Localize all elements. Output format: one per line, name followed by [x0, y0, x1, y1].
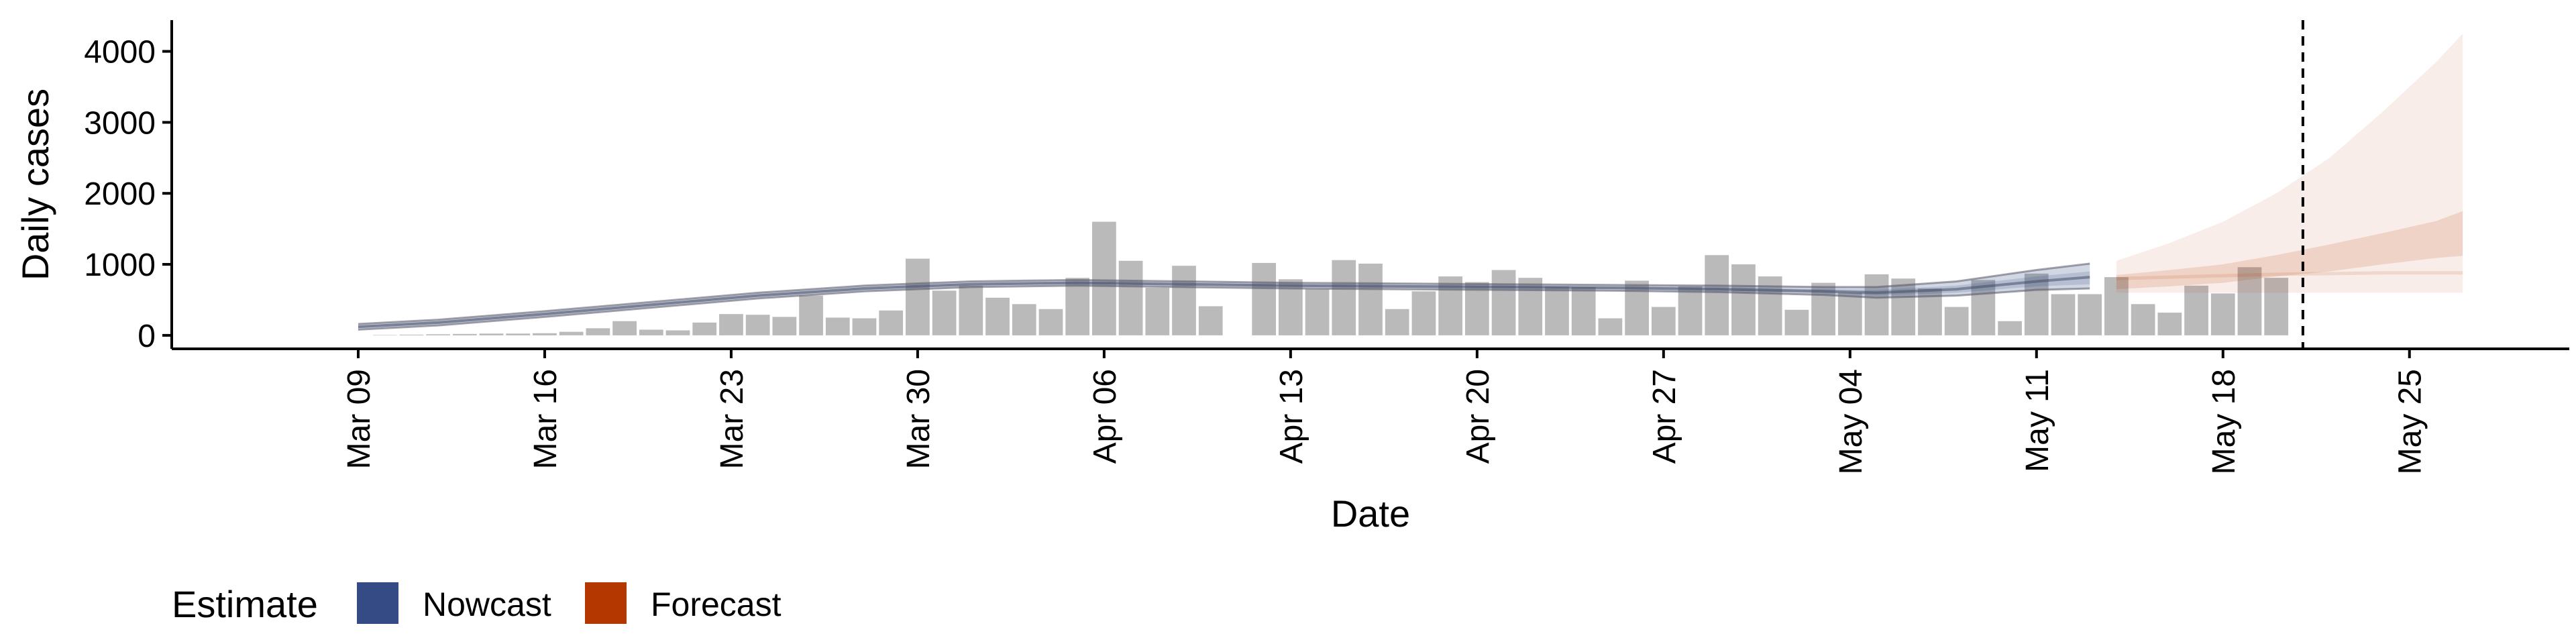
reported-cases-bar	[1598, 318, 1623, 335]
x-tick-label: May 18	[2206, 369, 2242, 474]
reported-cases-bar	[1145, 287, 1170, 335]
reported-cases-bar	[1092, 221, 1116, 335]
reported-cases-bar	[1545, 286, 1569, 335]
reported-cases-bar	[1651, 307, 1676, 335]
reported-cases-bar	[692, 322, 717, 335]
reported-cases-bar	[2264, 278, 2289, 335]
reported-cases-bar	[612, 321, 637, 335]
reported-cases-bar	[586, 328, 610, 335]
reported-cases-bar	[2024, 273, 2049, 335]
x-axis-ticks: Mar 09 Mar 16 Mar 23 Mar 30 Apr 06 Apr 13 Apr …	[341, 349, 2428, 474]
reported-cases-bar	[1731, 264, 1756, 335]
reported-cases-bar	[452, 333, 477, 335]
x-tick-label: May 04	[1833, 369, 1869, 474]
reported-cases-bar	[2078, 294, 2102, 335]
legend: Estimate Nowcast Forecast	[172, 582, 782, 625]
reported-cases-bar	[533, 333, 557, 335]
reported-cases-bar	[852, 318, 877, 335]
x-axis-title: Date	[1331, 492, 1410, 535]
x-tick-label: Mar 16	[528, 369, 564, 469]
legend-swatch-forecast	[585, 582, 627, 624]
reported-cases-bar	[1971, 280, 1996, 335]
reported-cases-bar	[2210, 293, 2235, 335]
reported-cases-bar	[1198, 306, 1223, 335]
reported-cases-bar	[799, 295, 823, 335]
reported-cases-bar	[932, 290, 957, 335]
forecast-band-50	[2116, 211, 2463, 290]
reported-cases-bar	[719, 314, 743, 335]
reported-cases-bar	[1038, 309, 1063, 335]
reported-cases-bar	[1172, 266, 1196, 335]
reported-cases-bar	[2131, 304, 2155, 335]
reported-cases-bar	[1625, 280, 1649, 335]
reported-cases-bar	[2237, 267, 2262, 335]
reported-cases-bar	[2184, 285, 2208, 335]
reported-cases-bar	[2157, 313, 2182, 335]
nowcast-median-line	[358, 276, 2090, 329]
reported-cases-bar	[1012, 304, 1036, 335]
reported-cases-bar	[559, 331, 584, 335]
reported-cases-bar	[1837, 292, 1862, 335]
x-tick-label: Apr 06	[1087, 369, 1123, 464]
reported-cases-bar	[772, 317, 797, 335]
reported-cases-bar	[985, 297, 1010, 335]
reported-cases-bar	[1705, 255, 1729, 335]
reported-cases-bar	[1332, 260, 1356, 335]
x-tick-label: Apr 13	[1274, 369, 1309, 464]
y-tick-label: 4000	[84, 35, 156, 70]
x-tick-label: Apr 20	[1460, 369, 1496, 464]
legend-swatch-nowcast	[357, 582, 398, 624]
reported-cases-bar	[1571, 286, 1596, 335]
y-tick-label: 3000	[84, 105, 156, 141]
reported-cases-bar	[1065, 278, 1090, 335]
y-tick-label: 0	[138, 319, 156, 354]
reported-cases-bar	[479, 333, 504, 335]
reported-cases-bar	[426, 334, 450, 335]
legend-label-nowcast: Nowcast	[423, 586, 551, 623]
y-axis-title: Daily cases	[14, 89, 56, 280]
legend-title: Estimate	[172, 583, 318, 625]
reported-cases-bar	[665, 330, 690, 335]
reported-cases-bar	[1252, 262, 1277, 335]
x-tick-label: Apr 27	[1647, 369, 1682, 464]
reported-cases-bar	[825, 317, 850, 335]
reported-cases-bar	[1305, 289, 1330, 335]
reported-cases-bar	[1998, 321, 2022, 335]
reported-cases-bar	[1358, 264, 1383, 335]
forecast-median-line	[2116, 271, 2463, 280]
reported-cases-bar	[906, 258, 930, 335]
y-tick-label: 2000	[84, 176, 156, 212]
reported-cases-bar	[1864, 274, 1889, 335]
legend-label-forecast: Forecast	[651, 586, 782, 623]
reported-cases-bar	[1678, 286, 1703, 335]
x-tick-label: May 25	[2393, 369, 2428, 474]
x-tick-label: May 11	[2020, 369, 2055, 472]
nowcast-lower-edge	[358, 284, 2090, 331]
reported-cases-bar	[2104, 277, 2129, 335]
reported-cases-bar	[2051, 294, 2076, 335]
reported-cases-bar	[506, 333, 531, 335]
reported-cases-bar	[1118, 260, 1143, 335]
reported-cases-bar	[1891, 278, 1916, 335]
nowcast-upper-edge	[358, 262, 2090, 325]
x-tick-label: Mar 09	[341, 369, 377, 469]
reported-cases-bar	[1944, 307, 1969, 335]
x-tick-label: Mar 30	[901, 369, 936, 469]
lines-layer	[358, 262, 2463, 331]
reported-cases-bar	[639, 329, 663, 335]
reported-cases-bar	[745, 315, 770, 335]
y-tick-label: 1000	[84, 248, 156, 283]
reported-cases-bar	[1784, 309, 1809, 335]
reported-cases-bar	[1491, 270, 1516, 335]
reported-cases-bar	[879, 310, 904, 335]
forecast-band-90	[2116, 34, 2463, 293]
reported-cases-bar	[1411, 291, 1436, 335]
reported-cases-bar	[1385, 309, 1409, 335]
reported-cases-bar	[959, 285, 983, 335]
y-axis-ticks: 0 1000 2000 3000 4000	[84, 35, 172, 354]
reported-cases-bar	[1464, 282, 1489, 335]
x-tick-label: Mar 23	[714, 369, 750, 469]
